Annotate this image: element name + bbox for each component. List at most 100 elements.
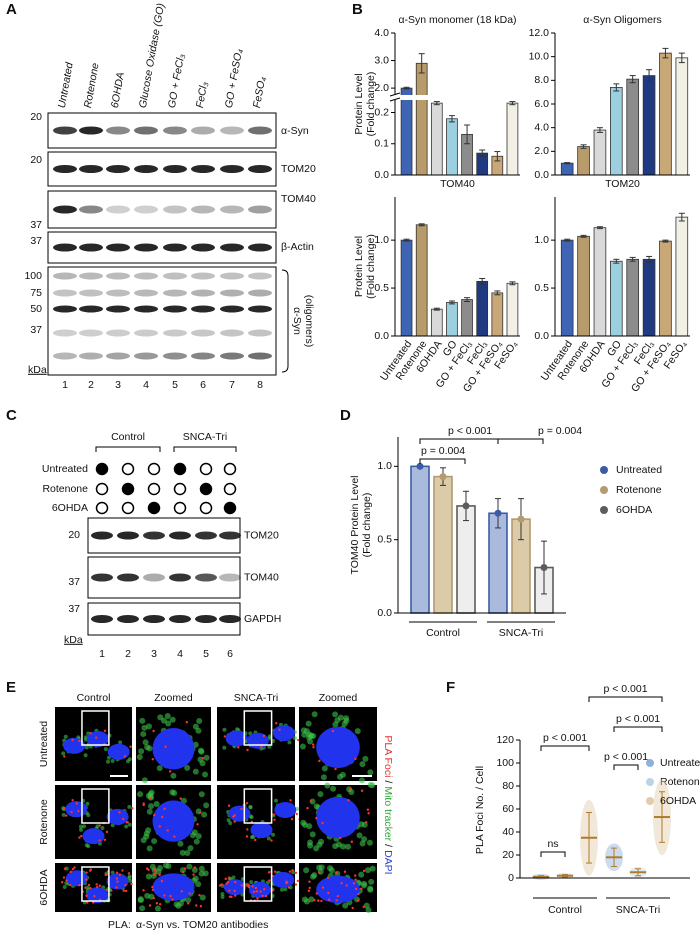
y-tick-label: 0.5 [377,533,392,545]
pla-focus [259,890,262,893]
pla-focus [233,894,237,897]
pla-focus [71,798,74,802]
blot-band [220,352,244,360]
pla-focus [336,894,340,898]
blot-band [106,243,130,252]
mito-signal [154,905,161,912]
blot-band [195,531,217,540]
blot-band [248,272,272,280]
row-label: 6OHDA [38,869,50,905]
mito-signal [157,714,164,721]
pla-focus [115,871,119,874]
mw-marker: 20 [30,111,42,123]
mean-dot [494,509,502,517]
mito-signal [62,885,67,890]
mito-signal [127,822,132,827]
pla-focus [247,885,251,889]
mito-signal [220,891,225,896]
pla-focus [77,809,80,813]
band-label: (oligomers) [303,295,315,348]
mw-marker: 100 [24,270,42,282]
blot-band [220,205,244,214]
mito-signal [141,724,148,731]
pla-focus [68,883,72,887]
pla-focus [290,817,294,821]
y-axis-label: (Fold change) [365,72,377,137]
pla-focus [69,870,73,874]
pla-focus [173,835,176,838]
kda-label: kDa [28,364,47,376]
pla-focus [234,880,237,884]
lane-number: 7 [229,379,235,391]
blot-band [195,573,217,582]
blot-band [163,243,187,252]
y-tick-label: 100 [496,757,514,769]
mito-signal [345,843,352,850]
blot-band [91,615,113,623]
pla-focus [148,904,152,907]
blot-band [53,165,77,173]
lane-label: GO + FeCl₃ [166,53,187,109]
mito-signal [198,791,205,798]
blot-band [220,305,244,313]
mw-marker: 37 [68,576,80,588]
legend-marker [646,759,654,767]
mito-signal [226,818,231,823]
panel-label: C [6,407,17,424]
pla-focus [252,890,256,894]
treatment-dot [223,482,237,496]
mito-signal [222,727,227,732]
legend-label: Rotenone [660,776,700,788]
y-tick-label: 0.0 [534,330,549,342]
annotation: p = 0.004 [538,425,582,437]
mw-marker: 20 [30,154,42,166]
blot-band [219,573,241,582]
row-label: Rotenone [38,799,50,845]
annotation: p < 0.001 [448,425,492,437]
pla-focus [198,893,201,897]
mito-signal [199,894,206,901]
panel-label: F [446,679,455,696]
blot-band [91,573,113,582]
mito-signal [185,897,192,904]
legend-marker [600,486,608,494]
pla-focus [272,813,276,816]
pla-focus [199,905,203,908]
mito-signal [151,838,158,845]
mw-marker: 37 [30,324,42,336]
annotation: p < 0.001 [543,732,587,744]
y-tick-label: 60 [502,803,514,815]
pla-focus [87,883,91,887]
pla-focus [278,728,281,731]
nucleus [65,870,88,887]
mito-signal [144,892,151,899]
chart-title: α-Syn Oligomers [583,14,661,26]
zoom-box [81,710,110,746]
y-tick-label: 6.0 [534,98,549,110]
pla-focus [245,835,249,838]
mito-signal [359,761,366,768]
blot-band [106,289,130,297]
mito-signal [364,867,371,874]
pla-focus [142,803,145,807]
annotation: p = 0.004 [421,445,465,457]
y-tick-label: 0.0 [374,169,389,181]
pla-focus [260,745,263,749]
bar [577,146,590,176]
pla-focus [351,906,354,910]
pla-focus [160,879,164,883]
pla-focus [357,892,360,896]
mito-signal [82,824,87,829]
blot-band [143,615,165,623]
pla-focus [71,738,74,742]
pla-focus [321,821,324,825]
blot-band [79,329,103,337]
pla-focus [227,804,231,807]
blot-band [163,305,187,313]
x-tick-label: SNCA-Tri [616,904,661,916]
pla-focus [124,883,127,887]
mito-signal [328,867,335,874]
blot-band [106,205,130,214]
pla-focus [149,797,153,800]
pla-focus [246,828,249,831]
